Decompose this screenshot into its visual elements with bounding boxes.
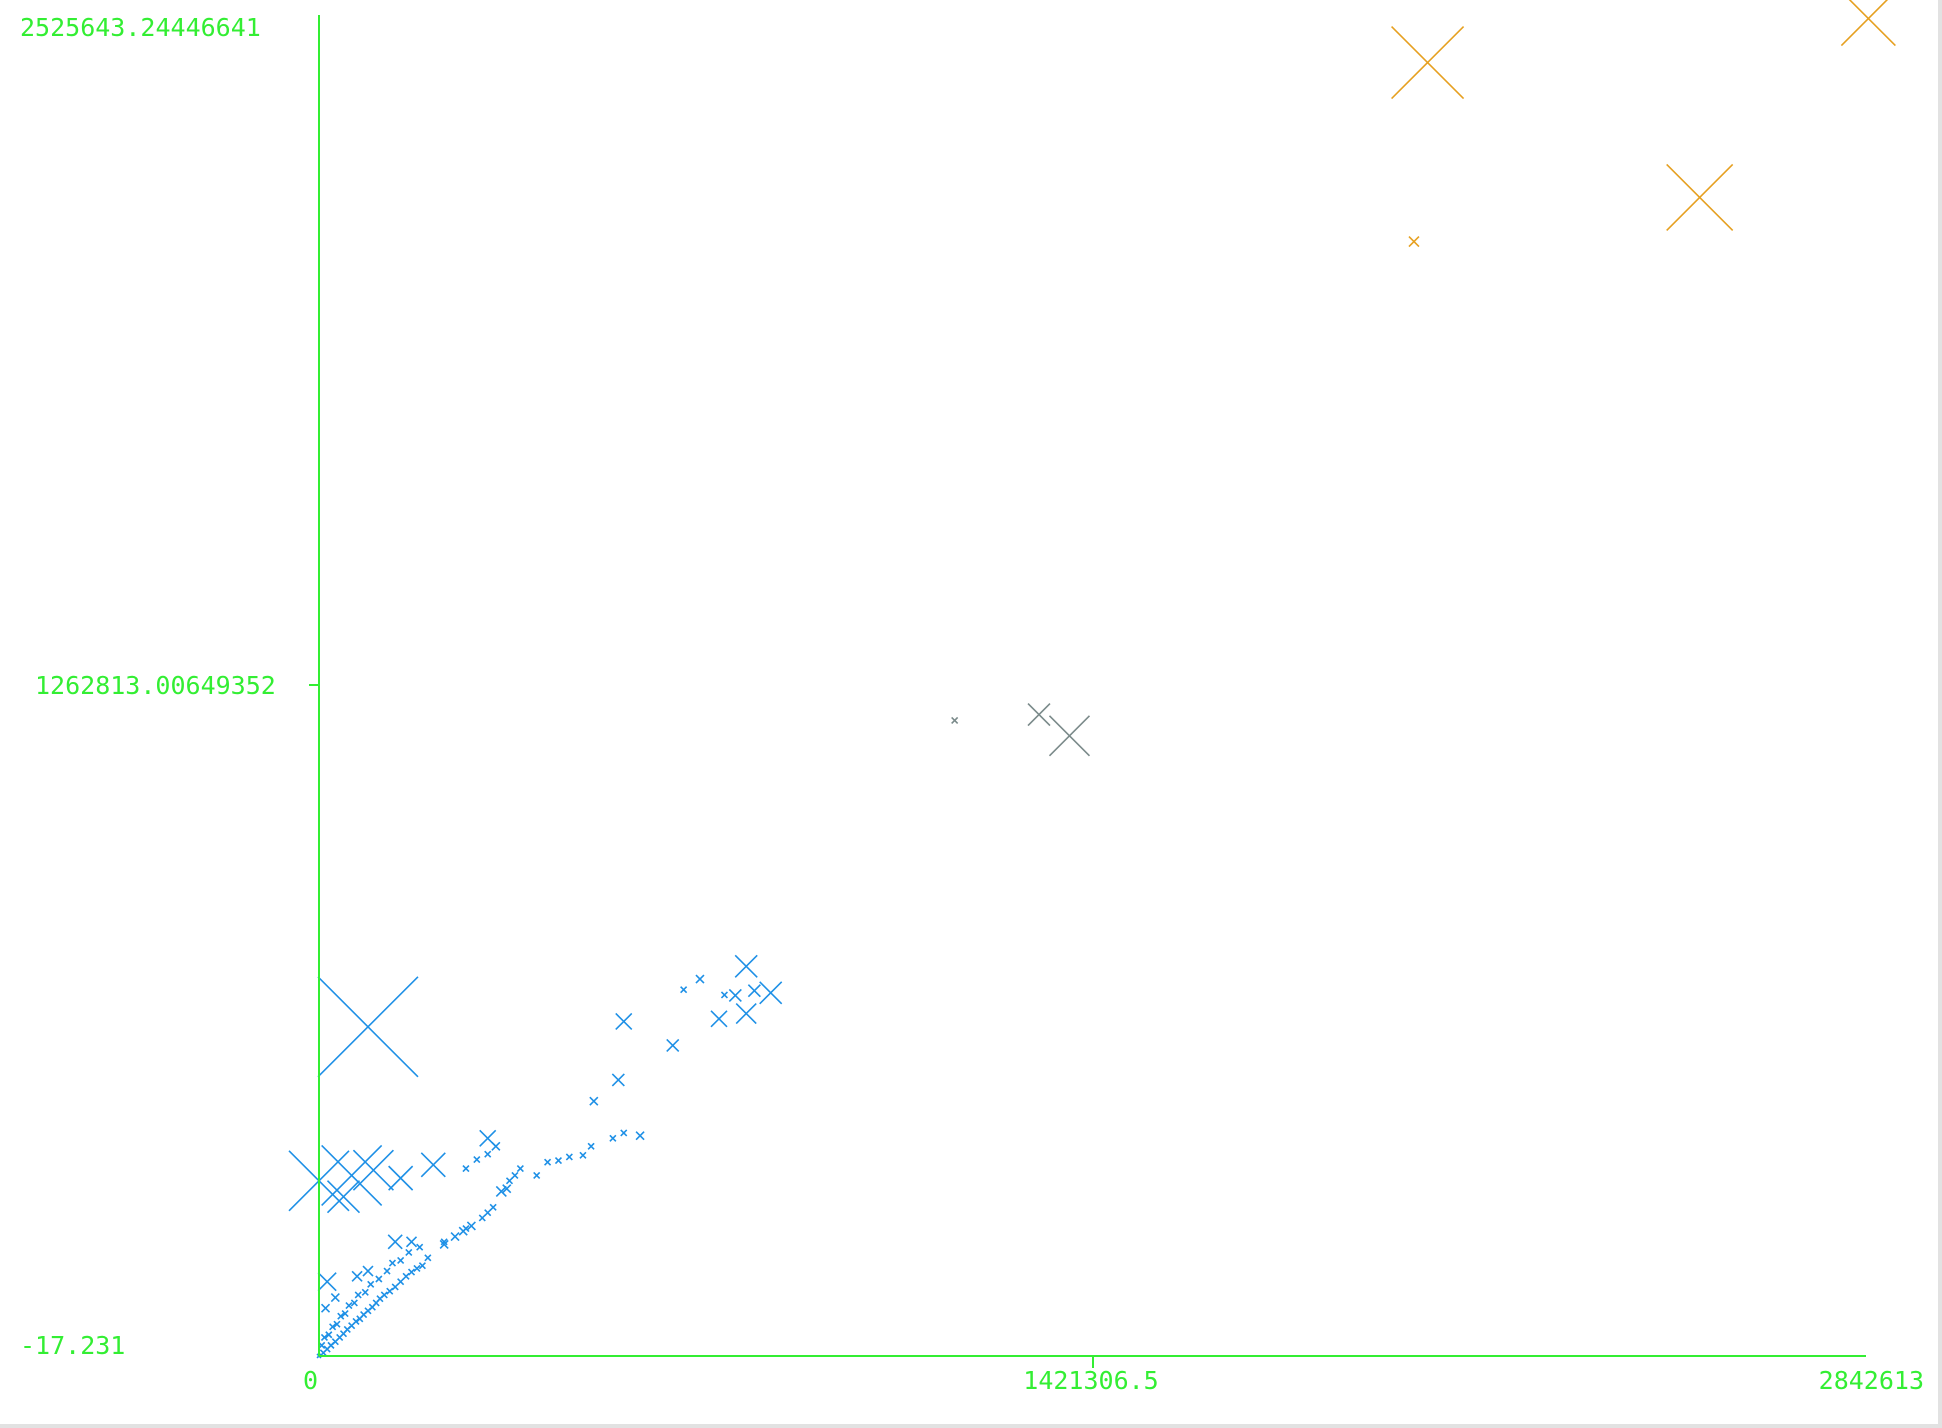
scatter-point-s0-90 (696, 975, 704, 983)
scatter-point-s0-67 (517, 1166, 523, 1172)
scatter-point-s0-75 (621, 1130, 627, 1136)
scatter-point-s0-24 (425, 1255, 431, 1261)
scatter-point-s0-45 (352, 1271, 362, 1281)
scatter-point-s0-20 (403, 1273, 409, 1279)
scatter-point-s0-34 (355, 1292, 361, 1298)
scatter-point-s1-2 (1049, 716, 1089, 756)
scatter-point-s2-2 (1667, 164, 1733, 230)
scatter-point-s0-66 (512, 1172, 518, 1178)
x-tick-label-min: 0 (303, 1366, 318, 1395)
scatter-point-s0-16 (381, 1292, 387, 1298)
scatter-point-s0-53 (479, 1215, 485, 1221)
x-tick-label-max: 2842613 (1819, 1366, 1924, 1395)
scatter-point-s0-58 (318, 1273, 336, 1291)
scatter-point-s2-1 (1392, 27, 1464, 99)
scatter-point-s0-92 (729, 989, 741, 1001)
scatter-point-s0-97 (760, 982, 782, 1004)
scatter-point-s0-94 (748, 985, 760, 997)
scatter-point-s0-46 (363, 1266, 373, 1276)
scatter-point-s0-72 (580, 1152, 586, 1158)
scatter-point-s0-77 (480, 1130, 496, 1146)
y-tick-label-mid: 1262813.00649352 (35, 671, 276, 700)
scatter-point-s0-73 (588, 1143, 594, 1149)
scatter-point-s0-91 (711, 1011, 727, 1027)
y-tick-label-max: 2525643.24446641 (20, 13, 261, 42)
scatter-point-s0-76 (636, 1132, 644, 1140)
scatter-point-s0-36 (368, 1281, 374, 1287)
scatter-point-s1-1 (1028, 704, 1050, 726)
scatter-point-s0-50 (451, 1233, 459, 1241)
scatter-point-s0-83 (327, 1181, 359, 1213)
scatter-point-s0-39 (389, 1260, 395, 1266)
scatter-point-s0-65 (506, 1178, 512, 1184)
scatter-point-s0-41 (406, 1249, 412, 1255)
scatter-point-s0-48 (407, 1237, 417, 1247)
x-tick-label-mid: 1421306.5 (1023, 1366, 1158, 1395)
scatter-point-s0-37 (376, 1276, 382, 1282)
y-tick-label-min: -17.231 (20, 1331, 125, 1360)
marker-layer (289, 0, 1895, 1358)
scatter-point-s0-35 (362, 1289, 368, 1295)
scatter-point-s0-61 (485, 1151, 491, 1157)
scatter-point-s0-74 (610, 1135, 616, 1141)
scatter-point-s2-0 (1409, 237, 1419, 247)
scatter-point-s0-60 (474, 1157, 480, 1163)
scatter-point-s0-59 (463, 1166, 469, 1172)
scatter-point-s0-82 (421, 1153, 445, 1177)
scatter-point-s0-86 (612, 1074, 624, 1086)
scatter-point-s0-70 (555, 1158, 561, 1164)
scatter-point-s0-85 (590, 1097, 598, 1105)
scatter-point-s0-19 (398, 1279, 404, 1285)
scatter-point-s0-95 (721, 992, 727, 998)
scatter-point-s0-47 (388, 1235, 402, 1249)
scatter-point-s0-17 (387, 1288, 393, 1294)
scatter-point-s0-42 (417, 1244, 423, 1250)
scatter-point-s0-55 (490, 1204, 496, 1210)
scatter-point-s2-3 (1841, 0, 1895, 46)
scatter-point-s0-93 (735, 955, 757, 977)
scatter-point-s0-84 (318, 977, 418, 1077)
scatter-point-s0-96 (736, 1004, 756, 1024)
scatter-point-s0-38 (384, 1268, 390, 1274)
scatter-point-s0-43 (322, 1304, 330, 1312)
scatter-point-s0-71 (566, 1154, 572, 1160)
scatter-point-s0-69 (545, 1159, 551, 1165)
scatter-point-s0-79 (322, 1145, 382, 1205)
scatter-point-s0-44 (331, 1294, 339, 1302)
scatter-point-s0-89 (681, 987, 687, 993)
scatter-point-s0-18 (392, 1284, 398, 1290)
scatter-point-s0-54 (485, 1210, 491, 1216)
scatter-point-s0-40 (398, 1257, 404, 1263)
scatter-point-s0-87 (616, 1013, 632, 1029)
scatter-point-s1-0 (952, 717, 958, 723)
scatter-point-s0-68 (534, 1172, 540, 1178)
scatter-point-s0-21 (409, 1269, 415, 1275)
scatter-point-s0-88 (667, 1039, 679, 1051)
scatter-point-s0-81 (389, 1166, 413, 1190)
scatter-point-s0-80 (353, 1150, 393, 1190)
